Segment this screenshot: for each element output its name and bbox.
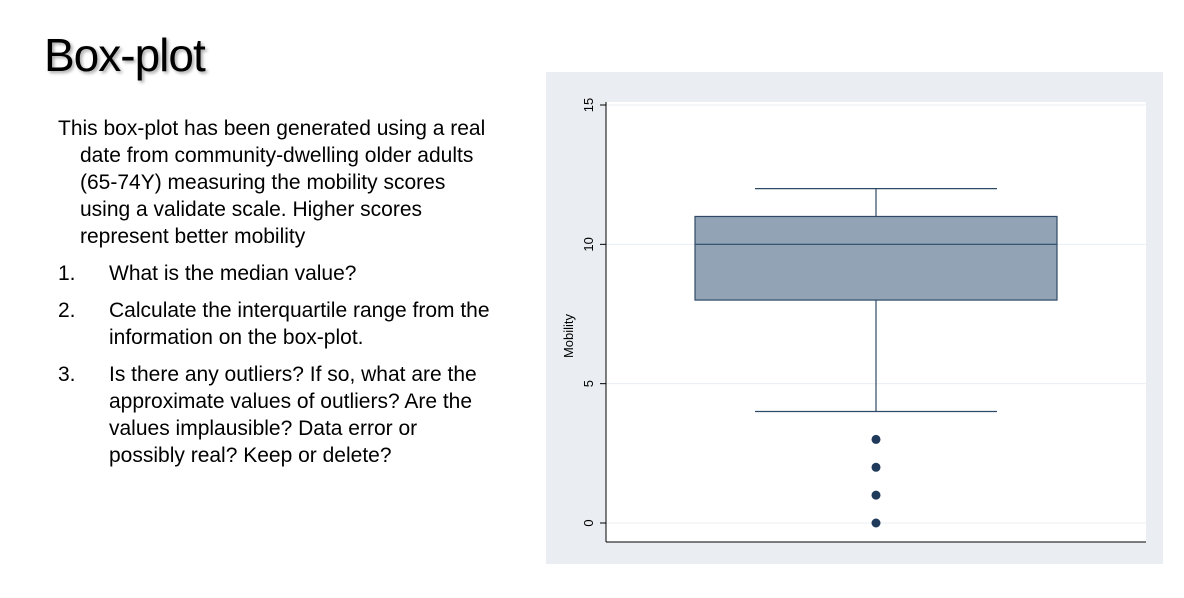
question-number: 3. <box>58 363 76 386</box>
question-text: Is there any outliers? If so, what are t… <box>109 363 477 467</box>
chart-panel: 0 5 10 15 Mobility <box>546 72 1163 564</box>
y-tick-label: 15 <box>581 98 596 112</box>
question-3: 3. Is there any outliers? If so, what ar… <box>58 361 498 469</box>
slide-title: Box-plot <box>44 29 206 81</box>
outlier-point <box>871 518 881 528</box>
outlier-point <box>871 490 881 500</box>
y-tick-label: 10 <box>581 237 596 251</box>
question-text: Calculate the interquartile range from t… <box>109 299 490 349</box>
question-number: 2. <box>58 299 76 322</box>
question-1: 1. What is the median value? <box>58 260 498 287</box>
y-tick-label: 5 <box>581 380 596 387</box>
box-plot-chart: 0 5 10 15 Mobility <box>561 98 1146 543</box>
y-axis-label: Mobility <box>561 313 576 358</box>
intro-paragraph: This box-plot has been generated using a… <box>58 117 486 248</box>
question-2: 2. Calculate the interquartile range fro… <box>58 297 498 351</box>
outlier-point <box>871 462 881 472</box>
outlier-point <box>871 434 881 444</box>
slide-body: This box-plot has been generated using a… <box>58 115 498 479</box>
question-text: What is the median value? <box>109 262 357 285</box>
iqr-box <box>694 215 1058 301</box>
question-number: 1. <box>58 262 76 285</box>
y-tick-label: 0 <box>581 519 596 526</box>
